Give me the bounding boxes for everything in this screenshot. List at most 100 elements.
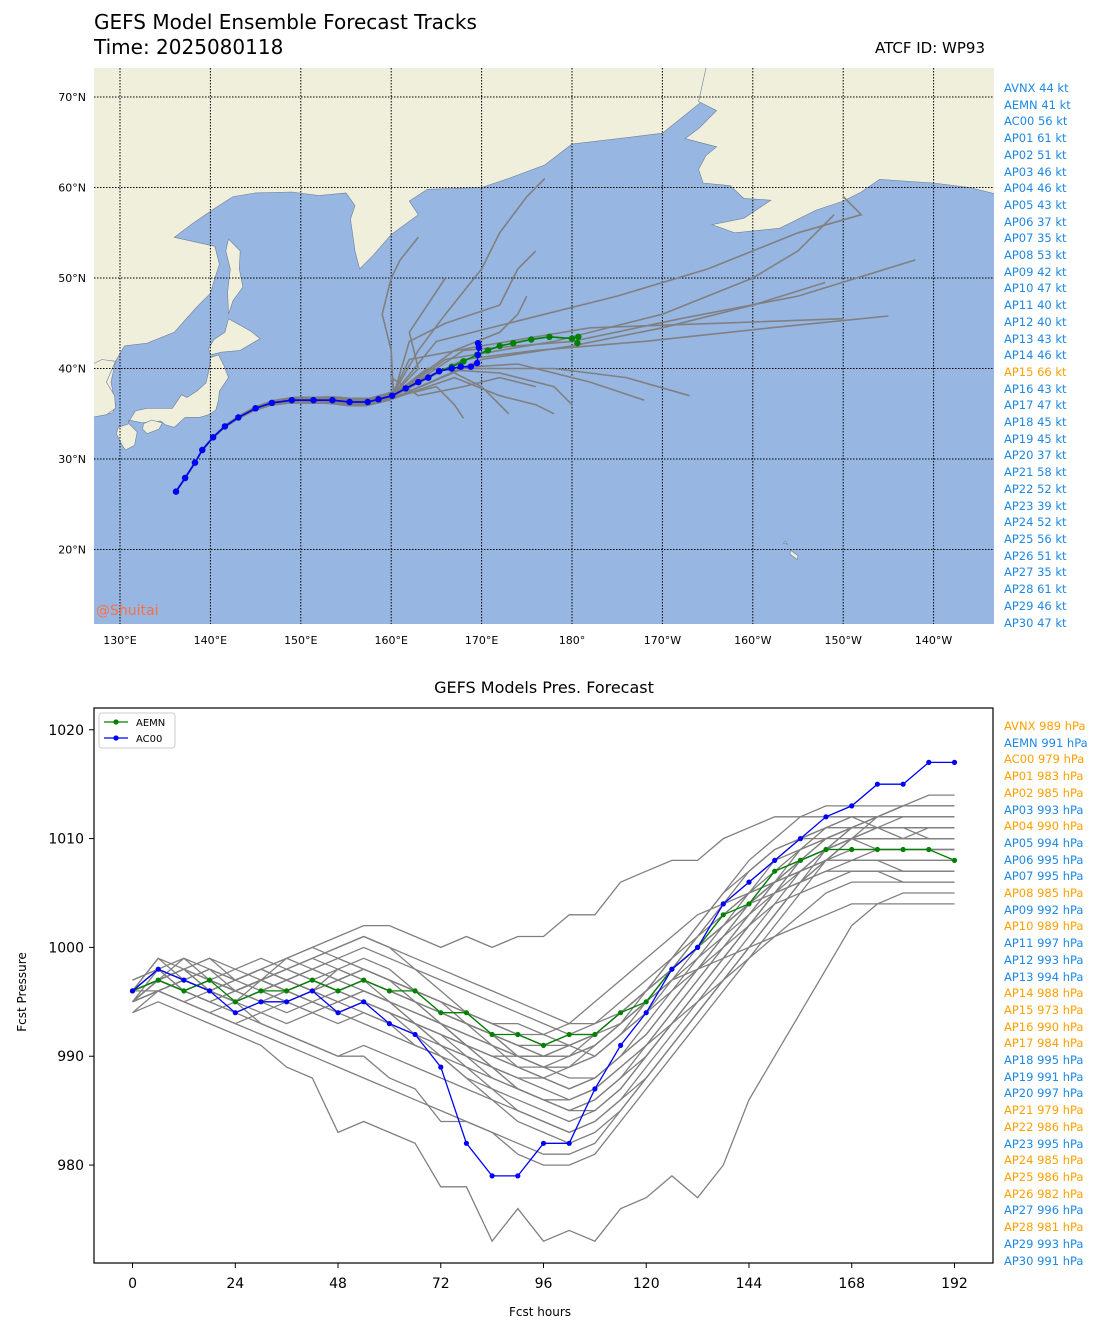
aemn-pressure-point bbox=[258, 988, 264, 994]
pressure-legend-item: AP27 996 hPa bbox=[1004, 1203, 1084, 1218]
ac00-pressure-point bbox=[746, 879, 752, 885]
aemn-pressure-point bbox=[951, 857, 958, 864]
ac00-track-point bbox=[310, 397, 317, 404]
pressure-legend-item: AP22 986 hPa bbox=[1004, 1119, 1084, 1134]
wind-legend-item: AP14 46 kt bbox=[1004, 348, 1067, 363]
aemn-track-point bbox=[568, 335, 576, 342]
ac00-pressure-point bbox=[386, 1021, 392, 1027]
wind-legend-item: AP13 43 kt bbox=[1004, 331, 1067, 346]
pressure-legend-item: AP08 985 hPa bbox=[1004, 886, 1084, 901]
member-pressure-line bbox=[132, 892, 955, 1243]
ac00-track-point bbox=[457, 363, 464, 370]
ac00-pressure-point bbox=[772, 857, 778, 864]
wind-legend-item: AP18 45 kt bbox=[1004, 415, 1067, 430]
wind-legend-item: AP07 35 kt bbox=[1004, 231, 1067, 246]
honshu-island bbox=[127, 354, 229, 428]
lat-tick-label: 30°N bbox=[58, 453, 86, 466]
aemn-pressure-point bbox=[772, 868, 778, 874]
aemn-pressure-point bbox=[309, 977, 315, 983]
wind-legend-item: AP27 35 kt bbox=[1004, 565, 1067, 580]
ac00-track-point bbox=[235, 414, 242, 421]
wind-legend-item: AP11 40 kt bbox=[1004, 298, 1067, 313]
lon-tick-label: 150°E bbox=[284, 634, 317, 647]
x-axis-label: Fcst hours bbox=[509, 1305, 572, 1319]
wind-legend-item: AP01 61 kt bbox=[1004, 131, 1067, 146]
aemn-pressure-point bbox=[720, 912, 726, 918]
pressure-legend-item: AP18 995 hPa bbox=[1004, 1053, 1084, 1068]
pressure-legend-item: AP13 994 hPa bbox=[1004, 969, 1084, 984]
y-tick-label: 990 bbox=[57, 1049, 84, 1065]
lon-tick-label: 130°E bbox=[103, 634, 136, 647]
pressure-legend-item: AP06 995 hPa bbox=[1004, 852, 1084, 867]
aemn-track-point bbox=[460, 358, 467, 365]
ac00-pressure-point bbox=[618, 1042, 624, 1048]
aemn-pressure-point bbox=[155, 977, 161, 983]
atcf-id: ATCF ID: WP93 bbox=[875, 39, 986, 57]
x-tick-label: 168 bbox=[838, 1276, 865, 1292]
aemn-pressure-point bbox=[900, 846, 906, 853]
aemn-pressure-point bbox=[386, 988, 392, 994]
ac00-pressure-point bbox=[643, 1010, 649, 1016]
wind-legend-item: AP15 66 kt bbox=[1004, 364, 1067, 379]
ac00-track-point bbox=[346, 398, 353, 406]
aemn-pressure-point bbox=[284, 988, 290, 994]
pressure-chart: 0 24 48 72 96 120 144 168 192 980 990 1000 1010 1020 A… bbox=[48, 707, 994, 1292]
aemn-pressure-point bbox=[797, 857, 804, 864]
ac00-track-point bbox=[375, 396, 382, 403]
aemn-pressure-point bbox=[181, 988, 187, 994]
pressure-legend-item: AEMN 991 hPa bbox=[1004, 735, 1088, 750]
wind-legend-item: AP08 53 kt bbox=[1004, 248, 1067, 263]
pressure-legend-item: AP29 993 hPa bbox=[1004, 1236, 1084, 1251]
wind-legend-item: AC00 56 kt bbox=[1004, 114, 1068, 129]
ensemble-tracks bbox=[172, 177, 916, 495]
pressure-legend-item: AP21 979 hPa bbox=[1004, 1103, 1084, 1118]
member-pressure-line bbox=[132, 816, 955, 1123]
map-time: Time: 2025080118 bbox=[94, 35, 284, 59]
aemn-pressure-point bbox=[643, 999, 649, 1005]
pressure-legend-item: AP25 986 hPa bbox=[1004, 1169, 1084, 1184]
wind-legend-item: AP23 39 kt bbox=[1004, 498, 1067, 513]
wind-legend-item: AP02 51 kt bbox=[1004, 147, 1067, 162]
ac00-pressure-point bbox=[207, 988, 213, 994]
ac00-pressure-point bbox=[258, 999, 264, 1005]
pressure-legend-item: AP05 994 hPa bbox=[1004, 835, 1084, 850]
ac00-pressure-point bbox=[412, 1031, 418, 1038]
aemn-pressure-point bbox=[618, 1010, 624, 1016]
ac00-pressure-point bbox=[592, 1086, 598, 1092]
kyushu-island bbox=[116, 423, 138, 451]
lon-tick-label: 180° bbox=[559, 634, 586, 647]
ac00-track-point bbox=[448, 365, 455, 372]
ac00-track-point bbox=[474, 351, 482, 359]
wind-legend-item: AP16 43 kt bbox=[1004, 381, 1067, 396]
aemn-pressure-point bbox=[874, 846, 881, 853]
lat-tick-label: 70°N bbox=[58, 91, 86, 104]
ac00-pressure-point bbox=[489, 1173, 495, 1179]
lon-tick-label: 150°W bbox=[825, 634, 862, 647]
ac00-pressure-point bbox=[695, 944, 701, 951]
ac00-pressure-point bbox=[797, 836, 804, 842]
lon-tick-label: 140°W bbox=[915, 634, 952, 647]
y-axis-label: Fcst Pressure bbox=[15, 952, 29, 1032]
aemn-pressure-point bbox=[515, 1031, 521, 1038]
pressure-legend-item: AC00 979 hPa bbox=[1004, 752, 1085, 767]
aemn-pressure-point bbox=[540, 1042, 547, 1048]
y-tick-label: 1000 bbox=[48, 940, 84, 956]
pressure-legend-item: AP26 982 hPa bbox=[1004, 1186, 1084, 1201]
aemn-pressure-point bbox=[412, 988, 418, 994]
aemn-pressure-point bbox=[926, 846, 932, 853]
pressure-legend-item: AP14 988 hPa bbox=[1004, 986, 1084, 1001]
pressure-legend-item: AP19 991 hPa bbox=[1004, 1069, 1084, 1084]
pressure-chart-title: GEFS Models Pres. Forecast bbox=[434, 678, 654, 697]
ac00-track-point bbox=[199, 446, 206, 454]
ac00-pressure-point bbox=[566, 1140, 572, 1146]
plot-area bbox=[93, 707, 994, 1264]
ac00-track-point bbox=[425, 374, 432, 381]
aemn-pressure-point bbox=[438, 1010, 444, 1016]
pressure-legend-item: AP17 984 hPa bbox=[1004, 1036, 1084, 1051]
ac00-track-point bbox=[191, 459, 199, 466]
aemn-track-point bbox=[484, 347, 492, 354]
ac00-pressure-point bbox=[874, 781, 881, 787]
ac00-pressure-point bbox=[309, 988, 315, 994]
pressure-legend-item: AP09 992 hPa bbox=[1004, 902, 1084, 917]
